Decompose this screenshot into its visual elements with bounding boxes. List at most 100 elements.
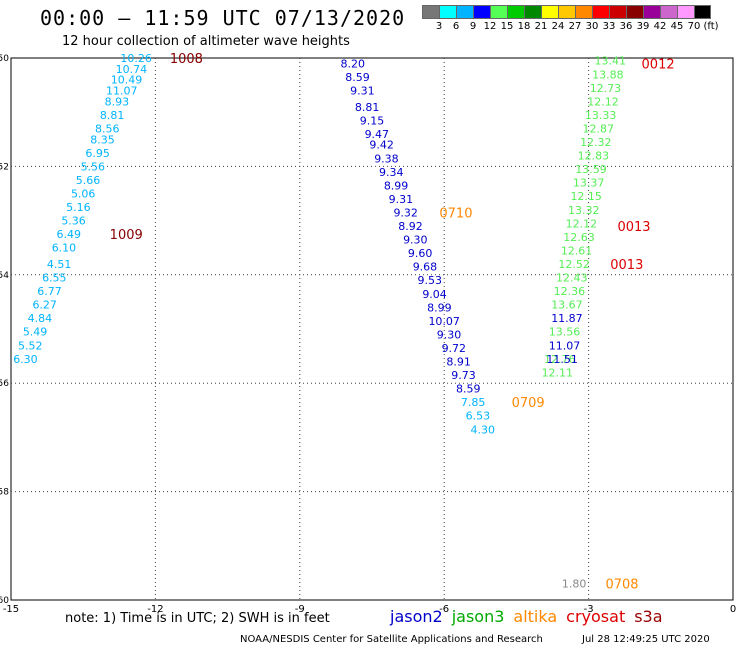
wave-height-value: 5.66 xyxy=(76,174,101,187)
pass-time-label: 0013 xyxy=(617,220,650,235)
wave-height-value: 12.76 xyxy=(544,353,576,366)
wave-height-value: 8.59 xyxy=(456,383,481,396)
wave-height-value: 5.06 xyxy=(71,188,96,201)
wave-height-value: 9.68 xyxy=(413,261,438,274)
wave-height-value: 8.92 xyxy=(398,220,423,233)
legend-item: s3a xyxy=(634,607,663,626)
colorbar-label: 21 xyxy=(534,21,548,32)
colorbar-swatch xyxy=(643,5,660,19)
credit-text: NOAA/NESDIS Center for Satellite Applica… xyxy=(240,634,543,645)
wave-height-value: 9.60 xyxy=(408,247,433,260)
wave-height-value: 8.93 xyxy=(105,95,130,108)
wave-height-value: 6.95 xyxy=(85,147,110,160)
colorbar-label: 12 xyxy=(483,21,497,32)
wave-height-value: 9.47 xyxy=(365,128,390,141)
wave-height-value: 9.73 xyxy=(451,369,476,382)
wave-height-value: 12.61 xyxy=(561,244,593,257)
y-tick-label: -60 xyxy=(0,596,9,606)
colorbar-swatch xyxy=(456,5,473,19)
x-tick-label: 0 xyxy=(730,604,736,615)
wave-height-value: 5.49 xyxy=(23,326,48,339)
wave-height-value: 12.63 xyxy=(563,231,595,244)
wave-height-value: 12.11 xyxy=(542,366,574,379)
y-tick-label: -58 xyxy=(0,488,9,498)
wave-height-value: 12.12 xyxy=(566,217,598,230)
colorbar-label: 15 xyxy=(500,21,514,32)
wave-height-value: 10.49 xyxy=(111,74,143,87)
wave-height-value: 6.55 xyxy=(42,272,67,285)
wave-height-value: 12.12 xyxy=(587,95,619,108)
page-title: 00:00 – 11:59 UTC 07/13/2020 xyxy=(40,6,406,30)
colorbar-labels: 3 6 9 12 15 18 21 24 27 30 33 36 39 42 45 70 (ft) xyxy=(422,21,740,33)
colorbar-swatch xyxy=(677,5,694,19)
wave-height-value: 12.73 xyxy=(590,82,622,95)
pass-time-label: 0708 xyxy=(605,578,638,593)
wave-height-value: 9.72 xyxy=(442,342,467,355)
colorbar-swatch xyxy=(507,5,524,19)
wave-height-value: 13.56 xyxy=(549,326,581,339)
colorbar-swatch xyxy=(490,5,507,19)
wave-height-value: 6.53 xyxy=(466,410,491,423)
colorbar-label: 33 xyxy=(602,21,616,32)
wave-height-value: 8.91 xyxy=(446,356,471,369)
colorbar-label: 9 xyxy=(469,21,477,32)
wave-height-value: 12.87 xyxy=(582,122,614,135)
wave-height-value: 12.15 xyxy=(570,190,602,203)
y-tick-label: -56 xyxy=(0,379,9,389)
wave-height-value: 1.80 xyxy=(562,578,587,591)
x-tick-label: -3 xyxy=(584,604,594,615)
wave-height-value: 8.81 xyxy=(355,101,380,114)
x-tick-label: -6 xyxy=(439,604,449,615)
colorbar-swatch xyxy=(694,5,711,19)
wave-height-value: 6.77 xyxy=(37,285,62,298)
footnote: note: 1) Time is in UTC; 2) SWH is in fe… xyxy=(65,611,330,626)
wave-height-value: 9.31 xyxy=(350,85,375,98)
wave-height-value: 5.56 xyxy=(81,160,106,173)
y-tick-label: -52 xyxy=(0,162,9,172)
wave-height-value: 5.16 xyxy=(66,201,91,214)
wave-height-value: 12.36 xyxy=(554,285,586,298)
colorbar-swatch xyxy=(541,5,558,19)
pass-time-label: 0012 xyxy=(642,57,675,72)
wave-height-value: 13.37 xyxy=(573,177,605,190)
wave-height-value: 11.07 xyxy=(549,339,581,352)
wave-height-value: 13.32 xyxy=(568,204,600,217)
wave-height-value: 13.41 xyxy=(595,55,627,68)
colorbar-label: 30 xyxy=(585,21,599,32)
colorbar-label: (ft) xyxy=(703,21,719,32)
colorbar-label: 24 xyxy=(551,21,565,32)
wave-height-value: 9.34 xyxy=(379,166,404,179)
wave-height-value: 8.59 xyxy=(345,71,370,84)
pass-time-label: 0709 xyxy=(512,396,545,411)
wave-height-value: 9.15 xyxy=(360,114,385,127)
colorbar-label: 3 xyxy=(435,21,443,32)
satellite-legend: jason2 jason3 altika cryosat s3a xyxy=(390,607,672,626)
colorbar-swatch xyxy=(558,5,575,19)
x-tick-label: -9 xyxy=(295,604,305,615)
wave-height-value: 8.99 xyxy=(427,301,452,314)
wave-height-value: 4.30 xyxy=(470,423,495,436)
wave-height-value: 9.38 xyxy=(374,152,399,165)
colorbar-label: 42 xyxy=(653,21,667,32)
colorbar-swatch xyxy=(524,5,541,19)
wave-height-value: 12.83 xyxy=(578,150,610,163)
colorbar-label: 27 xyxy=(568,21,582,32)
wave-height-value: 11.87 xyxy=(551,312,583,325)
colorbar-label: 70 xyxy=(687,21,701,32)
colorbar-swatch xyxy=(439,5,456,19)
page-subtitle: 12 hour collection of altimeter wave hei… xyxy=(62,34,350,49)
wave-height-value: 8.81 xyxy=(100,109,125,122)
wave-height-value: 13.67 xyxy=(551,299,583,312)
wave-height-value: 13.59 xyxy=(575,163,607,176)
wave-height-value: 9.30 xyxy=(403,234,428,247)
wave-height-value: 5.36 xyxy=(61,215,86,228)
colorbar xyxy=(422,5,711,19)
pass-time-label: 0013 xyxy=(610,258,643,273)
wave-height-value: 11.07 xyxy=(106,85,138,98)
colorbar-swatch xyxy=(422,5,439,19)
legend-item: cryosat xyxy=(566,607,626,626)
wave-height-value: 13.33 xyxy=(585,109,617,122)
pass-time-label: 0710 xyxy=(439,206,472,221)
wave-height-value: 8.56 xyxy=(95,122,120,135)
generated-timestamp: Jul 28 12:49:25 UTC 2020 xyxy=(582,634,710,645)
